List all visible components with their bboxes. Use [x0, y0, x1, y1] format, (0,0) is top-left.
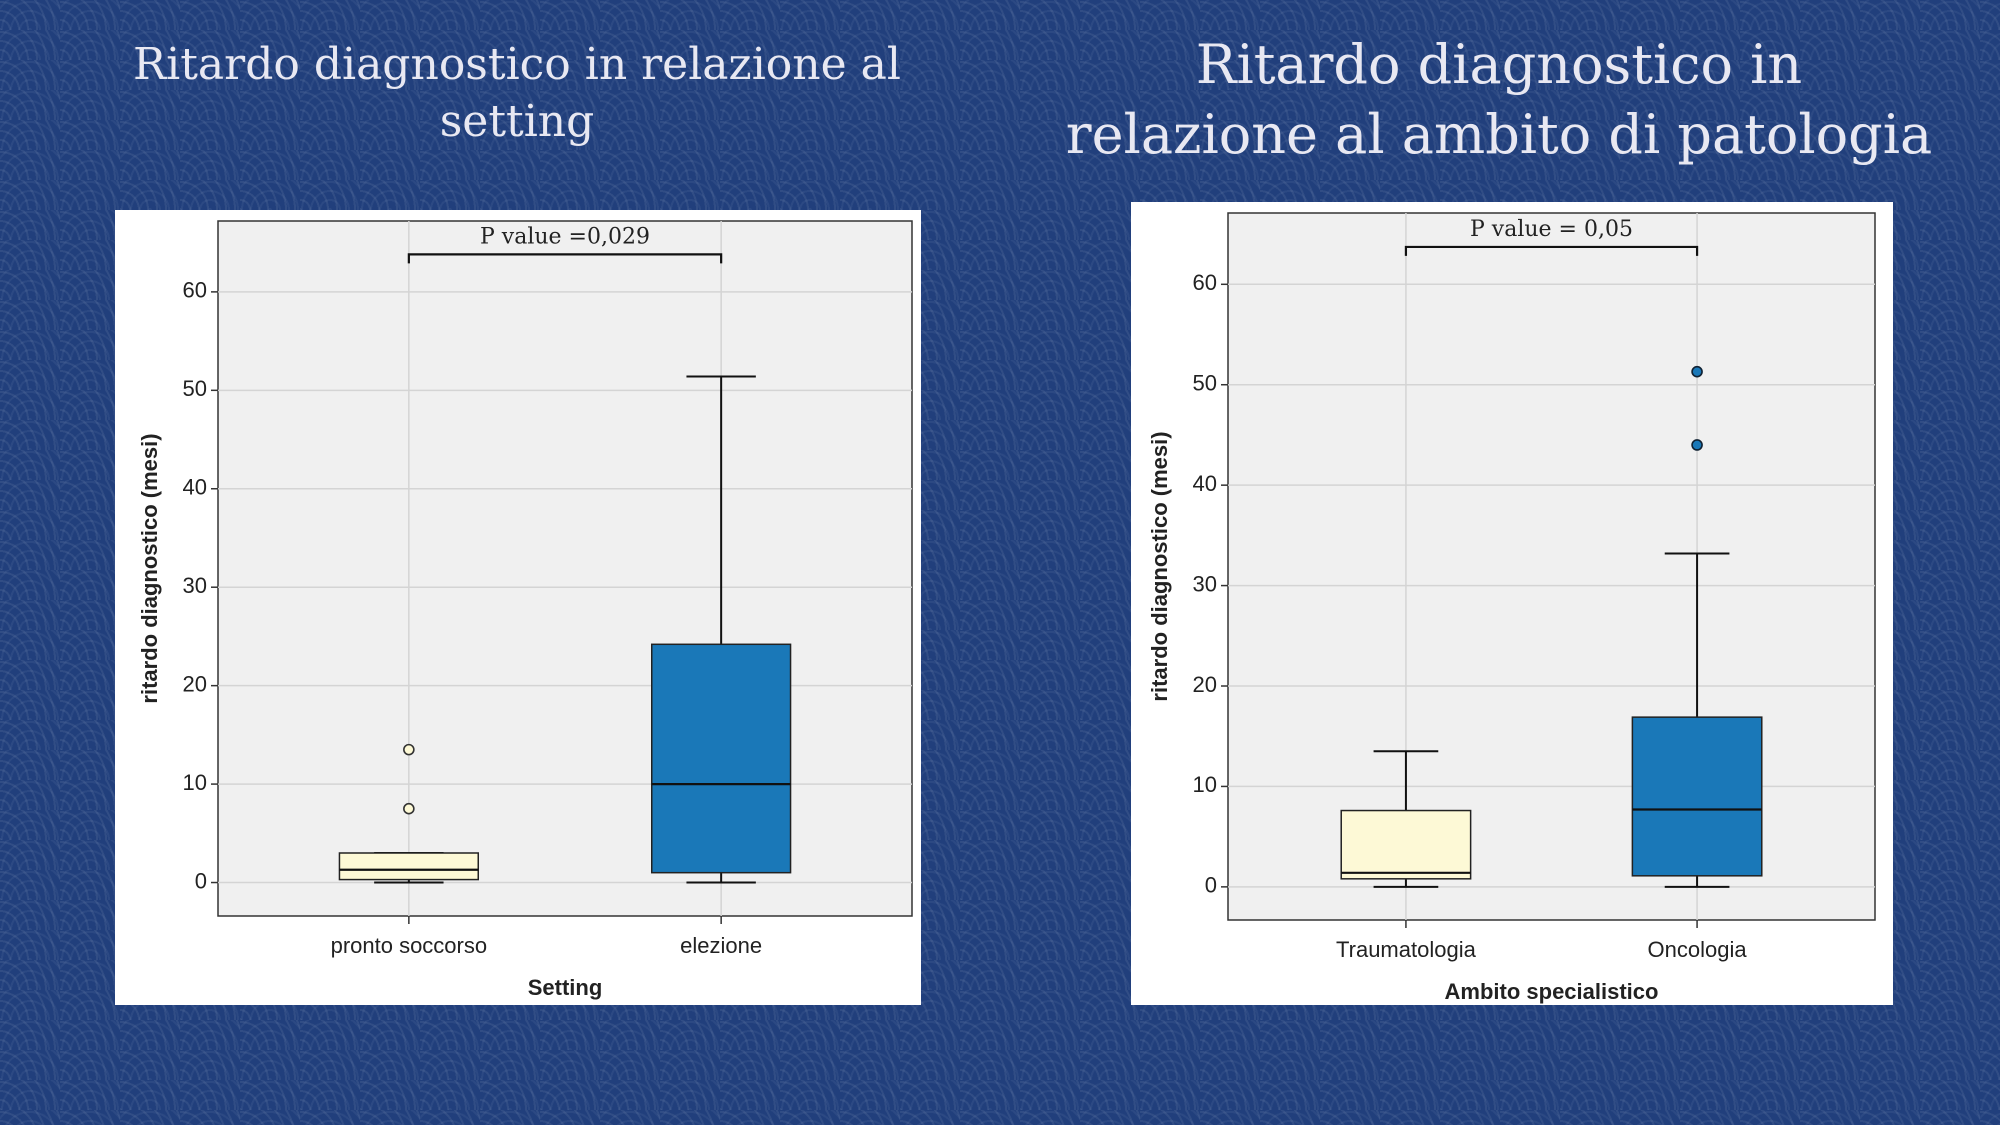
annotation: P value = 0,05: [1470, 217, 1633, 242]
y-tick-label: 20: [183, 671, 207, 696]
x-tick-label: Oncologia: [1648, 937, 1748, 962]
significance-bracket: [407, 253, 723, 264]
y-tick-label: 10: [183, 770, 207, 795]
outlier: [403, 743, 415, 756]
y-tick-label: 40: [183, 475, 207, 500]
plot-area: [1227, 212, 1876, 921]
chart-title: Ritardo diagnostico in relazione al sett…: [133, 39, 901, 148]
y-tick-label: 20: [1193, 672, 1217, 697]
plot-area: [217, 220, 913, 917]
y-axis-label: ritardo diagnostico (mesi): [1147, 431, 1172, 701]
box: [1340, 809, 1472, 880]
y-axis-label: ritardo diagnostico (mesi): [137, 433, 162, 703]
outlier: [1691, 365, 1703, 378]
y-tick-label: 50: [183, 376, 207, 401]
x-axis-label: Setting: [528, 975, 603, 1000]
box: [651, 643, 792, 874]
y-tick-label: 0: [195, 868, 207, 893]
y-tick-label: 30: [183, 573, 207, 598]
y-tick-label: 10: [1193, 772, 1217, 797]
outlier: [1691, 439, 1703, 451]
x-axis-label: Ambito specialistico: [1445, 979, 1659, 1004]
y-tick-label: 50: [1193, 371, 1217, 396]
x-tick-label: elezione: [680, 933, 762, 958]
x-tick-label: pronto soccorso: [331, 933, 488, 958]
box: [338, 852, 480, 881]
y-tick-label: 40: [1193, 471, 1217, 496]
chart-title: Ritardo diagnostico in relazione al ambi…: [1065, 33, 1933, 167]
box: [1631, 716, 1763, 877]
y-tick-label: 60: [183, 278, 207, 303]
outlier: [403, 802, 415, 815]
y-tick-label: 30: [1193, 571, 1217, 596]
x-tick-label: Traumatologia: [1336, 937, 1477, 962]
y-tick-label: 0: [1205, 873, 1217, 898]
annotation: P value =0,029: [480, 224, 650, 249]
y-tick-label: 60: [1193, 270, 1217, 295]
significance-bracket: [1404, 245, 1699, 256]
